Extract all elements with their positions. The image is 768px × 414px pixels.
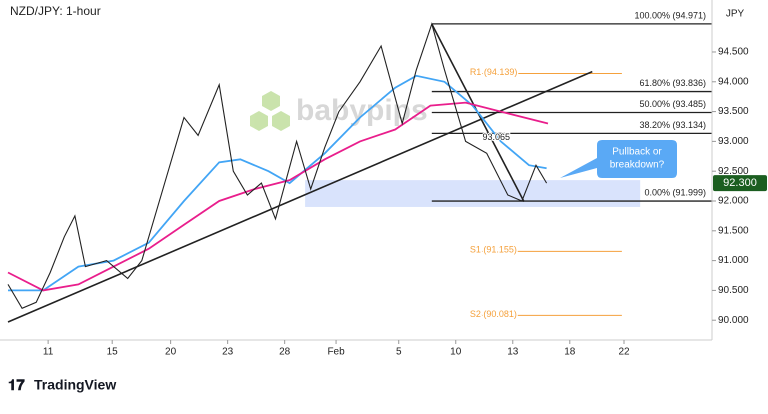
y-tick-label: 90.500: [718, 285, 749, 296]
x-tick-label: 23: [222, 347, 234, 358]
price-line: [7, 22, 548, 309]
pivot-label: S1 (91.155): [470, 245, 517, 255]
y-tick-label: 91.500: [718, 225, 749, 236]
support-zone: [305, 180, 641, 207]
fib-label: 0.00% (91.999): [644, 187, 706, 197]
callout-text: Pullback or: [612, 147, 662, 158]
watermark-logo: [250, 91, 290, 131]
footer: TradingView: [34, 377, 116, 393]
y-tick-label: 92.000: [718, 196, 749, 207]
y-tick-label: 92.500: [718, 166, 749, 177]
x-tick-label: 15: [107, 347, 119, 358]
x-tick-label: Feb: [327, 347, 345, 358]
moving-average: [7, 101, 549, 292]
currency-label: JPY: [726, 9, 745, 20]
x-tick-label: 10: [450, 347, 462, 358]
fib-label: 100.00% (94.971): [634, 10, 706, 20]
chart-title: NZD/JPY: 1-hour: [10, 4, 101, 18]
pivot-label: S2 (90.081): [470, 309, 517, 319]
price-tag: [713, 175, 767, 192]
fib-label: 61.80% (93.836): [639, 78, 706, 88]
x-tick-label: 20: [165, 347, 177, 358]
watermark: babypips: [296, 94, 428, 127]
y-tick-label: 94.000: [718, 76, 749, 87]
x-tick-label: 18: [564, 347, 576, 358]
callout-bubble: [560, 140, 677, 178]
price-tag-label: 92.300: [723, 177, 757, 189]
pivot-label: R1 (94.139): [470, 67, 518, 77]
trendline: [7, 70, 593, 323]
fib-label: 50.00% (93.485): [639, 99, 706, 109]
x-tick-label: 22: [618, 347, 630, 358]
y-tick-label: 93.000: [718, 136, 749, 147]
x-tick-label: 5: [396, 347, 402, 358]
svg-text:𝟏𝟕: 𝟏𝟕: [8, 377, 25, 394]
x-tick-label: 11: [43, 347, 54, 358]
y-tick-label: 93.500: [718, 106, 749, 117]
y-tick-label: 90.000: [718, 315, 749, 326]
fib-label: 38.20% (93.134): [639, 120, 706, 130]
y-tick-label: 91.000: [718, 255, 749, 266]
footer-logo: 𝟏𝟕: [8, 377, 25, 394]
x-tick-label: 13: [507, 347, 519, 358]
y-tick-label: 94.500: [718, 47, 749, 58]
moving-average: [8, 74, 547, 292]
point-label: 93.065: [482, 132, 510, 142]
x-tick-label: 28: [279, 347, 291, 358]
callout-text: breakdown?: [610, 160, 665, 171]
